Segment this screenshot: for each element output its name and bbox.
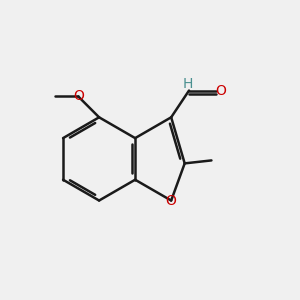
Text: H: H [182,77,193,91]
Text: O: O [73,89,84,103]
Text: O: O [215,84,226,98]
Text: O: O [166,194,177,208]
